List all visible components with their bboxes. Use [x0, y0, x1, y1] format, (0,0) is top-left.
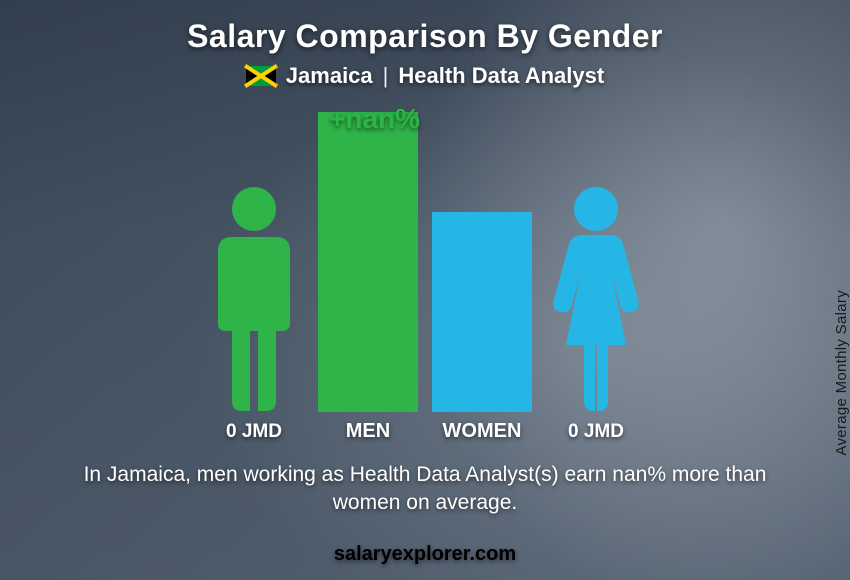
subtitle-country: Jamaica	[286, 63, 373, 89]
women-bar	[432, 212, 532, 412]
jamaica-flag-icon	[246, 66, 276, 86]
women-label: WOMEN	[443, 420, 522, 443]
subtitle-separator: |	[383, 63, 389, 89]
women-bar-column: WOMEN	[432, 212, 532, 443]
men-bar	[318, 112, 418, 412]
delta-label: +nan%	[329, 103, 420, 135]
women-value: 0 JMD	[568, 421, 624, 443]
footer-attribution: salaryexplorer.com	[0, 543, 850, 566]
infographic-container: Salary Comparison By Gender Jamaica | He…	[0, 0, 850, 580]
men-label: MEN	[346, 420, 390, 443]
page-title: Salary Comparison By Gender	[187, 18, 663, 55]
women-icon-column: 0 JMD	[546, 183, 646, 443]
caption-text: In Jamaica, men working as Health Data A…	[55, 461, 795, 518]
men-bar-column: MEN	[318, 112, 418, 443]
chart-area: +nan% 0 JMD MEN WOMEN 0 JMD	[115, 103, 735, 443]
men-value: 0 JMD	[226, 421, 282, 443]
subtitle-row: Jamaica | Health Data Analyst	[246, 63, 604, 89]
female-icon	[546, 183, 646, 413]
male-icon	[204, 183, 304, 413]
side-axis-label: Average Monthly Salary	[834, 290, 850, 456]
subtitle-role: Health Data Analyst	[398, 63, 604, 89]
men-icon-column: 0 JMD	[204, 183, 304, 443]
